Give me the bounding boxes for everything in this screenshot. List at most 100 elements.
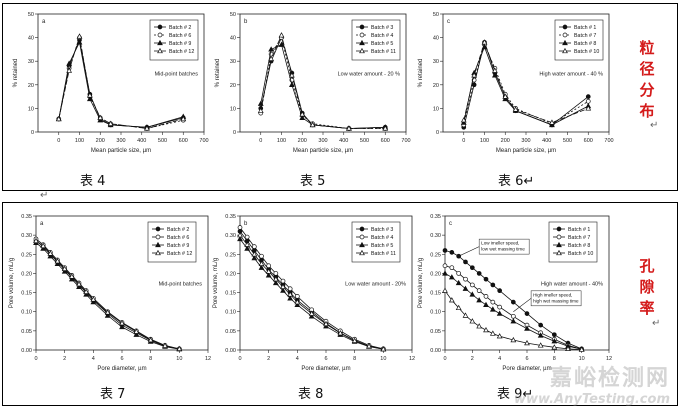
data-point	[497, 304, 503, 310]
data-point	[272, 279, 279, 286]
data-point	[556, 234, 562, 240]
series-line	[463, 41, 589, 124]
side-char: 粒	[639, 39, 655, 57]
series-line	[58, 41, 184, 128]
y-axis-label: Pore volume, mL/g	[9, 258, 15, 308]
x-tick-label: 4	[92, 356, 95, 362]
data-point	[585, 98, 591, 104]
data-point	[155, 249, 161, 256]
y-tick-label: 0.30	[225, 233, 236, 239]
legend-label: Batch # 7	[568, 235, 590, 241]
data-point	[86, 92, 93, 98]
y-tick-label: 0.05	[21, 329, 32, 335]
x-tick-label: 600	[179, 138, 188, 144]
y-tick-label: 50	[28, 12, 34, 18]
y-tick-label: 0.35	[225, 214, 236, 220]
x-tick-label: 10	[176, 356, 182, 362]
data-point	[268, 46, 275, 52]
data-point	[54, 260, 61, 267]
data-point	[449, 250, 455, 255]
x-tick-label: 2	[63, 356, 66, 362]
return-mark: ↵	[40, 190, 49, 201]
y-tick-label: 0.20	[430, 271, 441, 277]
y-tick-label: 0.30	[21, 233, 32, 239]
data-point	[54, 258, 61, 264]
return-mark: ↵	[650, 120, 659, 131]
data-point	[380, 346, 387, 352]
panel-letter: c	[449, 221, 452, 227]
data-point	[287, 295, 294, 301]
data-point	[258, 264, 265, 270]
data-point	[510, 313, 516, 319]
x-tick-label: 200	[501, 138, 510, 144]
panel-letter: a	[42, 19, 46, 25]
y-tick-label: 0.30	[430, 233, 441, 239]
legend: Batch # 2 Batch # 6 Batch # 9 Batch # 12	[147, 221, 197, 263]
data-point	[462, 312, 469, 318]
data-point	[524, 325, 530, 331]
data-point	[237, 225, 243, 230]
data-point	[537, 342, 544, 348]
data-point	[469, 282, 475, 288]
data-point	[176, 345, 183, 352]
data-point	[502, 93, 509, 99]
data-point	[155, 234, 161, 240]
x-tick-label: 0	[443, 356, 446, 362]
data-point	[244, 234, 250, 240]
data-point	[556, 241, 562, 248]
chart-table-8: 0 2 4 6 8 10 12 0.00 0.05 0.10 0.15 0.20 0.25 0.30 0.3…	[213, 214, 415, 372]
x-tick-label: 0	[259, 138, 262, 144]
data-point	[351, 337, 358, 343]
data-point	[272, 276, 279, 282]
data-point	[147, 336, 154, 343]
panel-letter: b	[244, 221, 248, 227]
chart-table-7: 0 2 4 6 8 10 12 0.00 0.05 0.10 0.15 0.20 0.25 0.30 0.3…	[9, 214, 211, 372]
x-tick-label: 600	[584, 138, 593, 144]
data-point	[308, 313, 315, 319]
data-point	[483, 276, 489, 282]
annotation-arrow	[458, 246, 480, 257]
y-axis-label: % retained	[418, 59, 424, 88]
data-point	[280, 287, 286, 293]
y-tick-label: 0	[233, 130, 236, 136]
data-point	[157, 39, 163, 46]
annotation-text: Low imeller speed,	[481, 241, 519, 246]
data-point	[299, 111, 306, 117]
data-point	[462, 285, 469, 291]
y-tick-label: 20	[28, 83, 34, 89]
chart-title: Mid-point batches	[159, 282, 203, 288]
data-point	[476, 297, 483, 303]
data-point	[556, 226, 562, 232]
data-point	[456, 253, 462, 259]
caption-table-9: 表 9↵	[497, 387, 534, 402]
data-point	[382, 125, 389, 131]
data-point	[359, 234, 365, 240]
data-point	[258, 260, 265, 267]
data-point	[90, 299, 97, 305]
data-point	[237, 232, 243, 238]
data-point	[455, 304, 462, 311]
legend: Batch # 1 Batch # 7 Batch # 8 Batch # 10	[548, 221, 598, 263]
data-point	[265, 268, 272, 274]
data-point	[104, 312, 111, 318]
data-point	[76, 281, 82, 287]
data-point	[76, 33, 83, 39]
data-point	[265, 272, 272, 278]
data-point	[556, 249, 562, 256]
data-point	[491, 72, 498, 78]
side-char: 布	[639, 102, 655, 120]
data-point	[278, 32, 285, 38]
chart-title: Low water amount - 20%	[345, 282, 406, 288]
data-point	[562, 39, 568, 46]
annotation-arrow	[513, 298, 532, 312]
y-tick-label: 50	[230, 12, 236, 18]
x-tick-label: 300	[521, 138, 530, 144]
data-point	[104, 309, 111, 315]
y-tick-label: 0.00	[21, 348, 32, 354]
y-tick-label: 0.05	[225, 329, 236, 335]
data-point	[359, 241, 365, 248]
y-tick-label: 0.15	[225, 291, 236, 297]
watermark-cn: 嘉峪检测网	[549, 366, 670, 391]
legend-label: Batch # 5	[371, 41, 393, 47]
data-point	[366, 343, 372, 349]
